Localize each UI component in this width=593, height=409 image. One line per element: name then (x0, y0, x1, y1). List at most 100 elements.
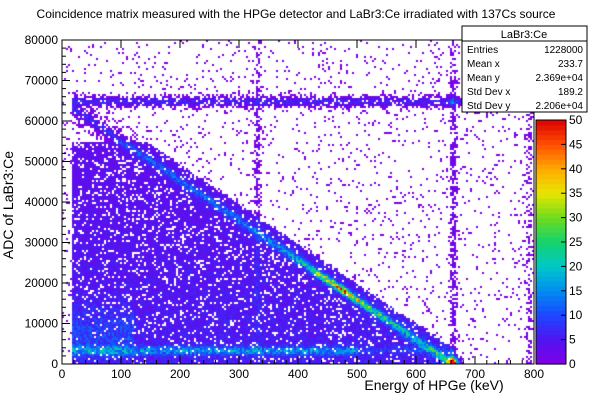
y-tick-label: 30000 (25, 236, 59, 250)
stats-row-label: Std Dev y (467, 101, 510, 112)
stats-box-rows: Entries 1228000 Mean x 233.7 Mean y 2.369e+04… (467, 45, 583, 112)
colorbar-segment (536, 305, 566, 311)
x-tick-label: 800 (524, 367, 544, 381)
y-axis-label: ADC of LaBr3:Ce (0, 151, 16, 259)
colorbar-tick-label: 25 (569, 235, 583, 249)
heatmap-layer (62, 40, 534, 364)
stats-row-label: Mean x (467, 59, 500, 70)
x-tick-label: 600 (406, 367, 426, 381)
colorbar-segment (536, 163, 566, 170)
x-tick-label: 0 (59, 367, 66, 381)
colorbar-segment (536, 285, 566, 292)
colorbar-segment (536, 168, 566, 175)
x-tick-label: 400 (288, 367, 308, 381)
colorbar-segment (536, 173, 566, 180)
x-tick-label: 100 (111, 367, 131, 381)
stats-row-value: 1228000 (544, 45, 583, 56)
colorbar-segment (536, 237, 566, 243)
colorbar-segment (536, 227, 566, 233)
stats-box-title: LaBr3:Ce (501, 29, 547, 41)
y-tick-label: 60000 (25, 114, 59, 128)
colorbar-segment (536, 354, 566, 360)
stats-box: LaBr3:Ce Entries 1228000 Mean x 233.7 Mean y… (461, 25, 588, 113)
stats-row-value: 2.206e+04 (535, 101, 583, 112)
colorbar-segment (536, 183, 566, 189)
colorbar-segment (536, 261, 566, 267)
colorbar: 0 5 10 15 20 25 30 35 40 45 50 (535, 113, 583, 371)
colorbar-segment (536, 188, 566, 194)
colorbar-segment (536, 193, 566, 199)
y-tick-label: 50000 (25, 155, 59, 169)
colorbar-tick-label: 0 (569, 357, 576, 371)
colorbar-segment (536, 207, 566, 214)
colorbar-segment (536, 315, 566, 321)
colorbar-tick-label: 50 (569, 113, 583, 127)
colorbar-segment (536, 359, 566, 365)
colorbar-segment (536, 198, 566, 204)
colorbar-segment (536, 144, 566, 150)
colorbar-segment (536, 120, 566, 126)
colorbar-segment (536, 217, 566, 224)
x-tick-label: 200 (170, 367, 190, 381)
colorbar-segment (536, 320, 566, 326)
x-axis-label: Energy of HPGe (keV) (364, 377, 503, 393)
colorbar-tick-label: 10 (569, 308, 583, 322)
colorbar-segment (536, 202, 566, 209)
colorbar-segment (536, 256, 566, 263)
colorbar-segment (536, 339, 566, 346)
y-tick-label: 0 (51, 357, 58, 371)
stats-row-label: Mean y (467, 73, 500, 84)
colorbar-tick-label: 20 (569, 259, 583, 273)
colorbar-segment (536, 310, 566, 316)
stats-row-value: 189.2 (558, 87, 583, 98)
heatmap-image (62, 40, 534, 364)
colorbar-segment (536, 232, 566, 238)
y-tick-label: 40000 (25, 195, 59, 209)
y-axis: 0 10000 20000 30000 40000 50000 60000 70000 8000… (25, 33, 70, 371)
colorbar-segment (536, 349, 566, 355)
colorbar-tick-label: 30 (569, 211, 583, 225)
stats-row-value: 2.369e+04 (535, 73, 583, 84)
stats-box-frame (461, 25, 588, 113)
y-tick-label: 20000 (25, 276, 59, 290)
colorbar-segment (536, 222, 566, 228)
colorbar-segment (536, 281, 566, 287)
colorbar-segment (536, 246, 566, 253)
colorbar-segment (536, 154, 566, 160)
x-tick-label: 700 (465, 367, 485, 381)
colorbar-segment (536, 329, 566, 336)
x-tick-label: 500 (347, 367, 367, 381)
colorbar-segment (536, 295, 566, 302)
colorbar-tick-label: 15 (569, 284, 583, 298)
colorbar-segment (536, 324, 566, 331)
colorbar-tick-label: 45 (569, 137, 583, 151)
colorbar-segment (536, 124, 566, 131)
colorbar-segment (536, 139, 566, 145)
colorbar-segment (536, 242, 566, 248)
colorbar-segment (536, 134, 566, 141)
colorbar-segment (536, 129, 566, 136)
chart-title: Coincidence matrix measured with the HPG… (37, 7, 556, 21)
colorbar-segment (536, 344, 566, 350)
colorbar-segment (536, 334, 566, 341)
stats-row-label: Std Dev x (467, 87, 510, 98)
x-tick-label: 300 (229, 367, 249, 381)
colorbar-segment (536, 276, 566, 282)
colorbar-segment (536, 251, 566, 258)
colorbar-segment (536, 178, 566, 185)
colorbar-segment (536, 266, 566, 272)
colorbar-segment (536, 159, 566, 165)
colorbar-tick-label: 35 (569, 186, 583, 200)
colorbar-segment (536, 300, 566, 307)
colorbar-tick-label: 5 (569, 333, 576, 347)
stats-row-value: 233.7 (558, 59, 583, 70)
y-tick-label: 10000 (25, 317, 59, 331)
stats-row-label: Entries (467, 45, 498, 56)
y-tick-label: 70000 (25, 74, 59, 88)
colorbar-segment (536, 290, 566, 297)
colorbar-tick-label: 40 (569, 162, 583, 176)
colorbar-segment (536, 149, 566, 155)
y-tick-label: 80000 (25, 33, 59, 47)
